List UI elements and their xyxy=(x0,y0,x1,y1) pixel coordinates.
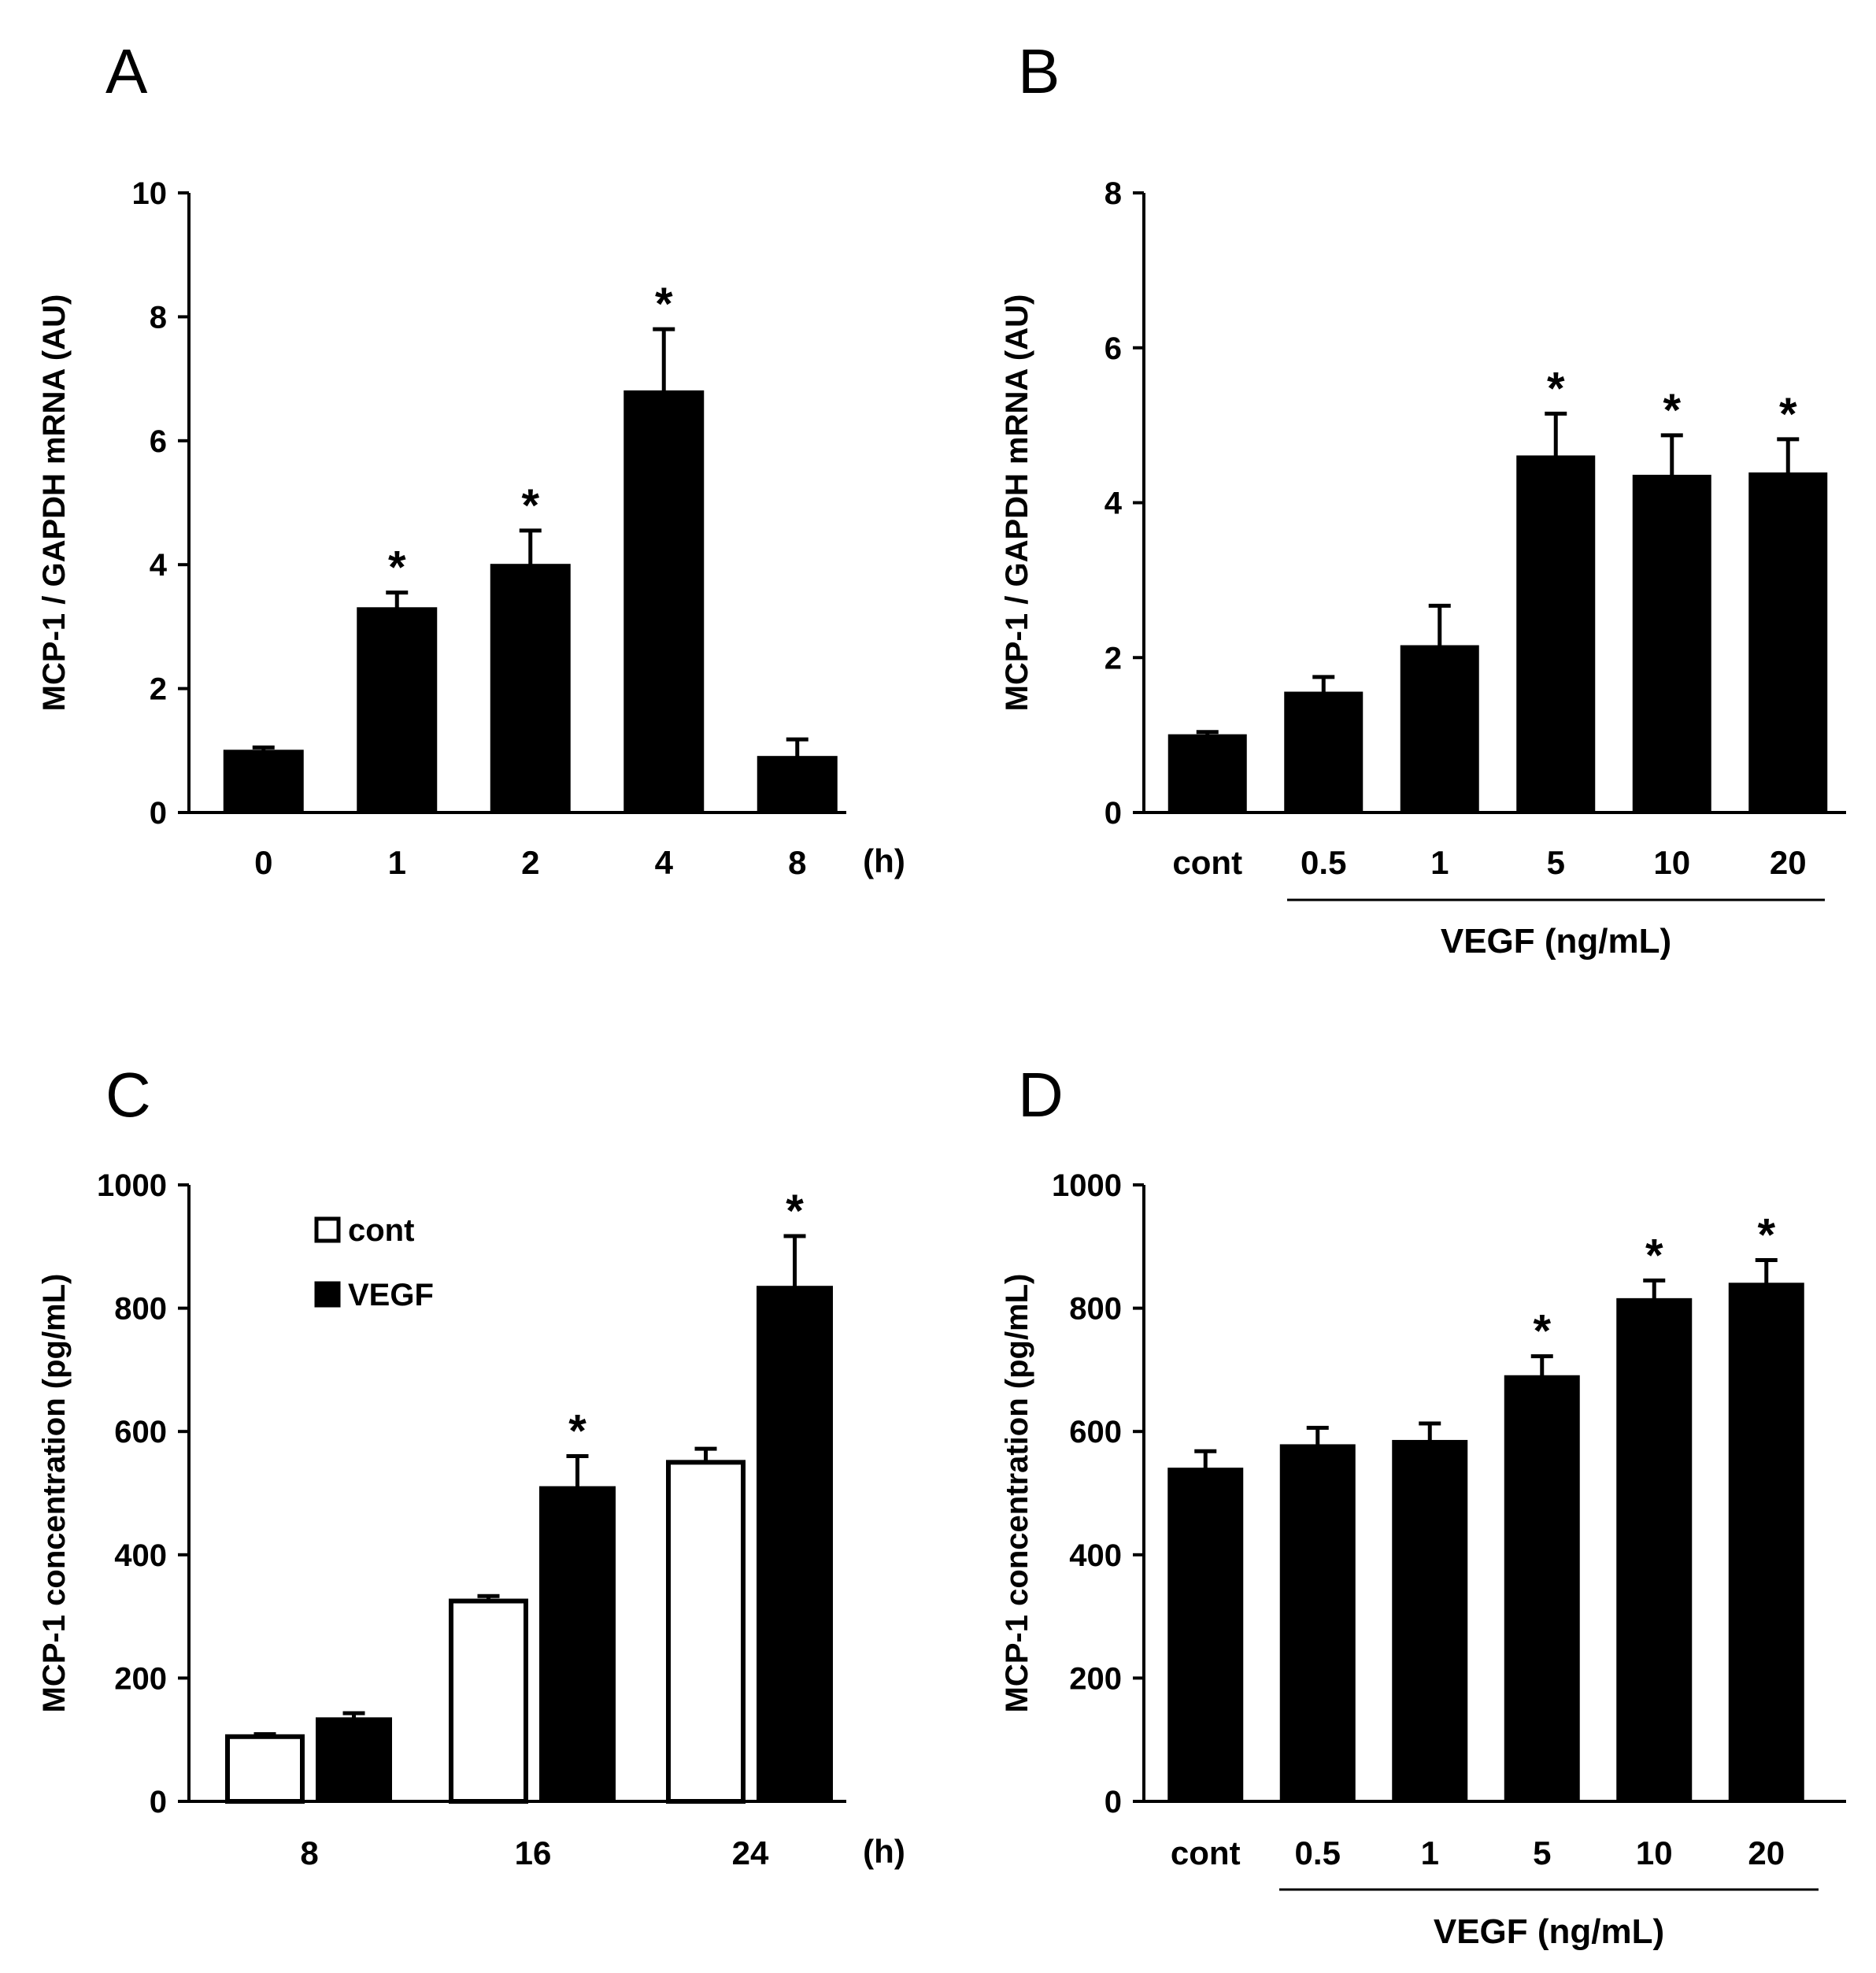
panel-label-d: D xyxy=(1018,1060,1064,1130)
significance-asterisk: * xyxy=(786,1186,804,1237)
panel-b-chart: 0 2 4 6 8 MCP-1 / GAPDH mRNA (AU) cont 0.5 1 * 5 * 1… xyxy=(1000,176,1846,961)
x-tick-label: 10 xyxy=(1653,844,1690,881)
x-axis-title: VEGF (ng/mL) xyxy=(1441,922,1671,961)
x-axis-unit: (h) xyxy=(863,842,905,879)
bar xyxy=(539,1486,616,1803)
significance-asterisk: * xyxy=(521,480,539,531)
x-tick-label: 24 xyxy=(732,1834,769,1871)
y-tick-label: 1000 xyxy=(1052,1168,1122,1203)
x-axis-unit: (h) xyxy=(863,1833,905,1870)
bar xyxy=(1400,645,1479,814)
y-axis-title: MCP-1 concentration (pg/mL) xyxy=(1000,1274,1034,1713)
y-tick-label: 0 xyxy=(1105,796,1122,831)
x-tick-label: cont xyxy=(1172,844,1242,881)
y-tick-label: 8 xyxy=(1105,176,1122,211)
bar xyxy=(757,756,838,813)
y-axis-title: MCP-1 / GAPDH mRNA (AU) xyxy=(37,294,72,712)
bar xyxy=(223,750,304,813)
y-tick-label: 0 xyxy=(1105,1785,1122,1819)
legend-swatch xyxy=(314,1281,341,1308)
significance-asterisk: * xyxy=(1663,385,1681,436)
legend-swatch xyxy=(314,1216,341,1243)
y-tick-label: 0 xyxy=(150,1785,167,1819)
bar xyxy=(666,1460,746,1804)
significance-asterisk: * xyxy=(388,542,406,594)
bar xyxy=(1167,734,1247,813)
x-tick-label: 20 xyxy=(1770,844,1807,881)
bar xyxy=(449,1598,528,1805)
bar xyxy=(1279,1444,1356,1803)
y-tick-label: 200 xyxy=(1069,1661,1122,1696)
bar xyxy=(757,1286,833,1802)
y-tick-label: 4 xyxy=(150,548,168,583)
x-tick-label: 0.5 xyxy=(1295,1834,1341,1871)
x-tick-label: 8 xyxy=(788,844,806,881)
panel-c-chart: 0 200 400 600 800 1000 MCP-1 concentration (pg… xyxy=(37,1168,905,1871)
bar xyxy=(225,1734,305,1804)
x-tick-label: 1 xyxy=(1430,844,1449,881)
panel-a-chart: 0 2 4 6 8 10 MCP-1 / GAPDH mRNA (AU) 0 * 1 * 2 * 4 8 (h… xyxy=(37,176,905,881)
panel-label-b: B xyxy=(1018,36,1060,106)
bar xyxy=(316,1717,392,1802)
x-tick-label: 5 xyxy=(1533,1834,1551,1871)
x-tick-label: 10 xyxy=(1636,1834,1673,1871)
bar xyxy=(490,564,571,813)
y-tick-label: 4 xyxy=(1105,487,1123,521)
panel-label-a: A xyxy=(105,36,148,106)
bar xyxy=(1632,475,1711,813)
y-tick-label: 800 xyxy=(114,1292,167,1327)
bar xyxy=(1167,1468,1244,1803)
y-tick-label: 200 xyxy=(114,1661,167,1696)
legend-label: VEGF xyxy=(348,1278,434,1312)
bar xyxy=(357,607,438,813)
significance-asterisk: * xyxy=(1757,1210,1775,1261)
x-tick-label: 4 xyxy=(655,844,674,881)
x-tick-label: 1 xyxy=(388,844,406,881)
x-tick-label: 20 xyxy=(1748,1834,1785,1871)
bar xyxy=(1392,1439,1468,1802)
x-tick-label: 8 xyxy=(300,1834,318,1871)
y-axis-title: MCP-1 / GAPDH mRNA (AU) xyxy=(1000,294,1034,712)
y-tick-label: 6 xyxy=(150,424,167,459)
legend-label: cont xyxy=(348,1213,414,1248)
y-tick-label: 2 xyxy=(150,672,167,707)
bar xyxy=(623,390,705,813)
significance-asterisk: * xyxy=(655,279,673,330)
panel-label-c: C xyxy=(105,1060,151,1130)
x-tick-label: 2 xyxy=(521,844,539,881)
bar xyxy=(1728,1283,1804,1802)
y-tick-label: 400 xyxy=(114,1538,167,1573)
x-tick-label: 0.5 xyxy=(1301,844,1346,881)
x-tick-label: 1 xyxy=(1421,1834,1439,1871)
significance-asterisk: * xyxy=(568,1406,586,1457)
x-tick-label: 16 xyxy=(515,1834,552,1871)
y-tick-label: 6 xyxy=(1105,331,1122,366)
y-tick-label: 600 xyxy=(1069,1415,1122,1449)
y-tick-label: 10 xyxy=(132,176,168,211)
y-tick-label: 0 xyxy=(150,796,167,831)
y-axis-title: MCP-1 concentration (pg/mL) xyxy=(37,1274,72,1713)
bar xyxy=(1748,472,1828,813)
y-tick-label: 1000 xyxy=(97,1168,167,1203)
x-tick-label: 0 xyxy=(254,844,272,881)
significance-asterisk: * xyxy=(1533,1306,1551,1357)
significance-asterisk: * xyxy=(1645,1230,1663,1281)
bar xyxy=(1616,1297,1693,1802)
y-tick-label: 2 xyxy=(1105,641,1122,676)
x-axis-title: VEGF (ng/mL) xyxy=(1434,1912,1664,1951)
bar xyxy=(1516,455,1596,813)
y-tick-label: 400 xyxy=(1069,1538,1122,1573)
bar xyxy=(1284,691,1364,813)
y-tick-label: 600 xyxy=(114,1415,167,1449)
y-tick-label: 800 xyxy=(1069,1292,1122,1327)
y-tick-label: 8 xyxy=(150,300,167,335)
significance-asterisk: * xyxy=(1547,363,1565,414)
significance-asterisk: * xyxy=(1779,389,1797,440)
x-tick-label: cont xyxy=(1171,1834,1241,1871)
panel-d-chart: 0 200 400 600 800 1000 MCP-1 concentration (pg… xyxy=(1000,1168,1846,1951)
bar xyxy=(1504,1375,1580,1802)
x-tick-label: 5 xyxy=(1547,844,1565,881)
